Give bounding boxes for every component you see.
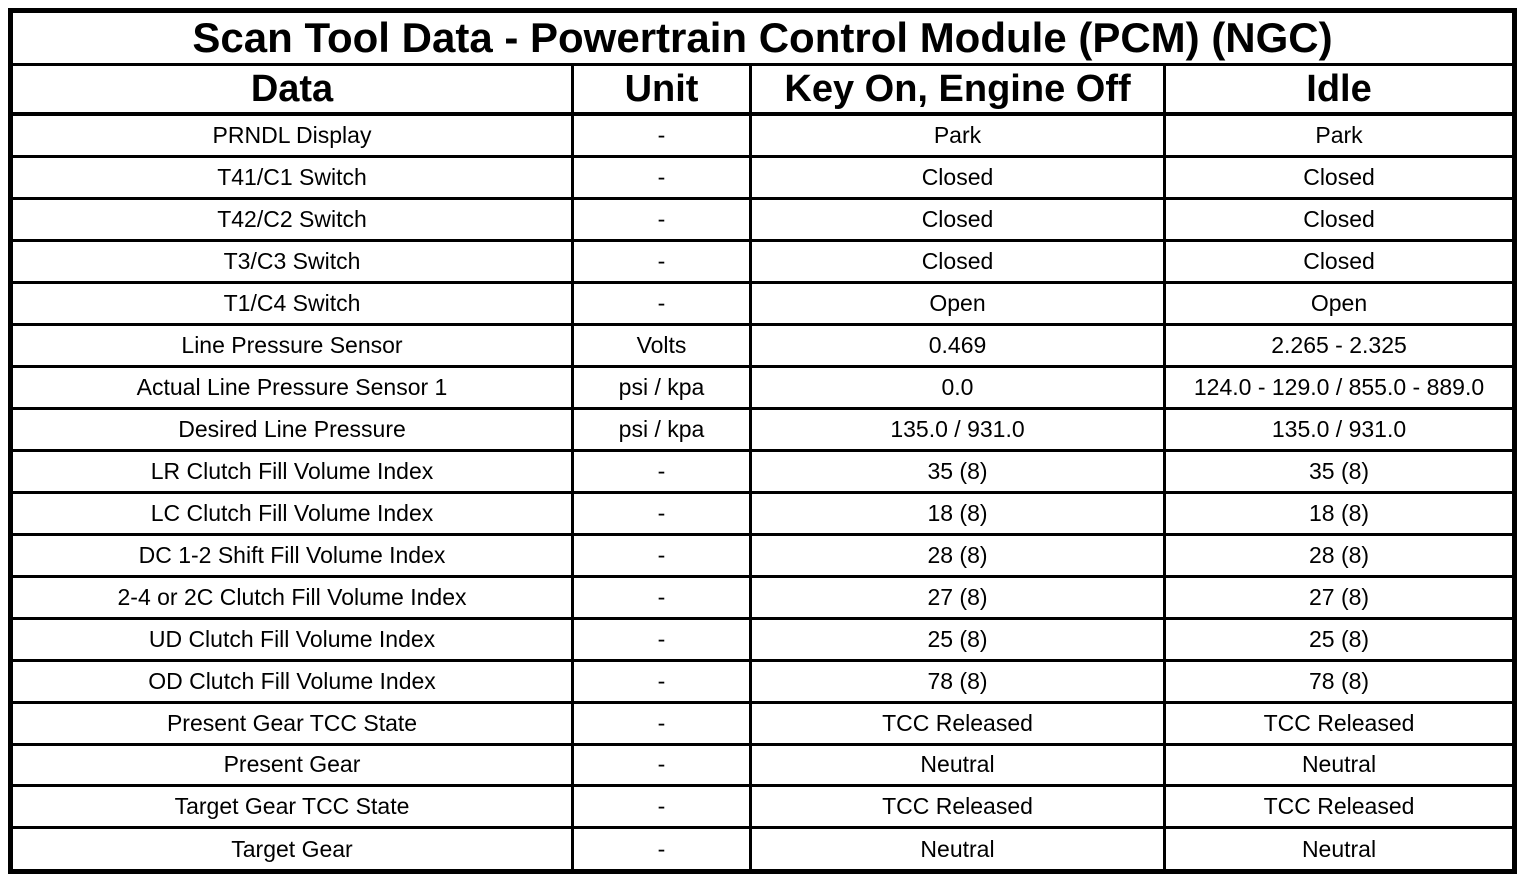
table-title: Scan Tool Data - Powertrain Control Modu… — [8, 9, 1517, 66]
cell-idle: Neutral — [1162, 742, 1517, 788]
cell-unit: - — [571, 784, 752, 830]
cell-unit: - — [571, 281, 752, 326]
table-row: OD Clutch Fill Volume Index -78 (8) 78 (8) — [9, 658, 1517, 704]
table-row: Target Gear TCC State - TCC Released TCC Re… — [9, 784, 1517, 830]
table-row: 2-4 or 2C Clutch Fill Volume Index -27 (8… — [9, 574, 1517, 620]
cell-key-on-engine-off: Neutral — [749, 742, 1166, 788]
table-row: LC Clutch Fill Volume Index -18 (8) 18 (8) — [9, 490, 1517, 536]
cell-key-on-engine-off: 25 (8) — [749, 616, 1166, 662]
cell-unit: - — [571, 197, 752, 243]
cell-unit: - — [571, 574, 752, 620]
cell-data: UD Clutch Fill Volume Index — [9, 616, 574, 662]
cell-unit: - — [571, 112, 752, 159]
cell-idle: 27 (8) — [1162, 574, 1517, 620]
cell-data: LR Clutch Fill Volume Index — [9, 448, 574, 494]
cell-key-on-engine-off: TCC Released — [749, 784, 1166, 830]
table-row: Desired Line Pressure psi / kpa 135.0 / 93… — [9, 406, 1517, 452]
cell-data: Target Gear TCC State — [9, 784, 574, 830]
column-header-unit: Unit — [571, 63, 752, 116]
table-row: Present Gear TCC State - TCC Released TCC R… — [9, 700, 1517, 746]
cell-unit: - — [571, 700, 752, 746]
cell-idle: Closed — [1162, 155, 1517, 201]
cell-key-on-engine-off: TCC Released — [749, 700, 1166, 746]
cell-unit: - — [571, 490, 752, 536]
cell-key-on-engine-off: Neutral — [749, 826, 1166, 873]
column-header-key-on-engine-off: Key On, Engine Off — [749, 63, 1166, 116]
scan-tool-data-table: Scan Tool Data - Powertrain Control Modu… — [8, 8, 1518, 874]
table-row: Line Pressure Sensor Volts 0.469 2.265 - 2.… — [9, 322, 1517, 368]
cell-data: Line Pressure Sensor — [9, 322, 574, 368]
cell-idle: 35 (8) — [1162, 448, 1517, 494]
table-title-row: Scan Tool Data - Powertrain Control Modu… — [8, 9, 1517, 66]
cell-key-on-engine-off: 35 (8) — [749, 448, 1166, 494]
cell-unit: - — [571, 155, 752, 201]
table-row: UD Clutch Fill Volume Index -25 (8) 25 (8) — [9, 616, 1517, 662]
cell-key-on-engine-off: 28 (8) — [749, 532, 1166, 578]
cell-data: DC 1-2 Shift Fill Volume Index — [9, 532, 574, 578]
cell-data: Desired Line Pressure — [9, 406, 574, 452]
table-row: DC 1-2 Shift Fill Volume Index -28 (8) 28 … — [9, 532, 1517, 578]
cell-unit: - — [571, 239, 752, 285]
cell-data: T42/C2 Switch — [9, 197, 574, 243]
cell-key-on-engine-off: Closed — [749, 239, 1166, 285]
cell-data: OD Clutch Fill Volume Index — [9, 658, 574, 704]
cell-unit: - — [571, 448, 752, 494]
cell-unit: - — [571, 532, 752, 578]
table-row: Actual Line Pressure Sensor 1 psi / kpa 0.… — [9, 364, 1517, 410]
cell-idle: Open — [1162, 281, 1517, 326]
cell-data: LC Clutch Fill Volume Index — [9, 490, 574, 536]
table-row: Target Gear - Neutral Neutral — [9, 826, 1517, 873]
cell-data: Target Gear — [9, 826, 574, 873]
table-row: Present Gear - Neutral Neutral — [9, 742, 1517, 788]
cell-idle: 25 (8) — [1162, 616, 1517, 662]
cell-data: Present Gear — [9, 742, 574, 788]
cell-unit: - — [571, 826, 752, 873]
cell-key-on-engine-off: 18 (8) — [749, 490, 1166, 536]
cell-idle: 135.0 / 931.0 — [1162, 406, 1517, 452]
cell-key-on-engine-off: Open — [749, 281, 1166, 326]
cell-idle: Closed — [1162, 239, 1517, 285]
cell-data: T41/C1 Switch — [9, 155, 574, 201]
cell-data: T1/C4 Switch — [9, 281, 574, 326]
table-header-row: Data Unit Key On, Engine Off Idle — [9, 63, 1517, 116]
cell-key-on-engine-off: 0.469 — [749, 322, 1166, 368]
table-row: T1/C4 Switch - Open Open — [9, 281, 1517, 326]
cell-idle: Neutral — [1162, 826, 1517, 873]
cell-data: Present Gear TCC State — [9, 700, 574, 746]
cell-idle: TCC Released — [1162, 700, 1517, 746]
table-row: T3/C3 Switch - Closed Closed — [9, 239, 1517, 285]
cell-data: T3/C3 Switch — [9, 239, 574, 285]
cell-unit: Volts — [571, 322, 752, 368]
cell-key-on-engine-off: Park — [749, 112, 1166, 159]
cell-data: Actual Line Pressure Sensor 1 — [9, 364, 574, 410]
cell-key-on-engine-off: 0.0 — [749, 364, 1166, 410]
cell-data: PRNDL Display — [9, 112, 574, 159]
table-row: T41/C1 Switch - Closed Closed — [9, 155, 1517, 201]
cell-idle: 2.265 - 2.325 — [1162, 322, 1517, 368]
table-row: T42/C2 Switch - Closed Closed — [9, 197, 1517, 243]
cell-key-on-engine-off: 27 (8) — [749, 574, 1166, 620]
cell-unit: psi / kpa — [571, 406, 752, 452]
cell-idle: Closed — [1162, 197, 1517, 243]
cell-unit: - — [571, 742, 752, 788]
cell-key-on-engine-off: 78 (8) — [749, 658, 1166, 704]
cell-idle: 18 (8) — [1162, 490, 1517, 536]
column-header-data: Data — [9, 63, 574, 116]
cell-key-on-engine-off: Closed — [749, 197, 1166, 243]
column-header-idle: Idle — [1162, 63, 1517, 116]
table-row: PRNDL Display - Park Park — [9, 112, 1517, 159]
cell-idle: 124.0 - 129.0 / 855.0 - 889.0 — [1162, 364, 1517, 410]
cell-idle: 78 (8) — [1162, 658, 1517, 704]
cell-idle: Park — [1162, 112, 1517, 159]
cell-idle: TCC Released — [1162, 784, 1517, 830]
cell-unit: - — [571, 616, 752, 662]
cell-idle: 28 (8) — [1162, 532, 1517, 578]
cell-key-on-engine-off: Closed — [749, 155, 1166, 201]
cell-unit: - — [571, 658, 752, 704]
cell-unit: psi / kpa — [571, 364, 752, 410]
cell-data: 2-4 or 2C Clutch Fill Volume Index — [9, 574, 574, 620]
table-row: LR Clutch Fill Volume Index -35 (8) 35 (8) — [9, 448, 1517, 494]
cell-key-on-engine-off: 135.0 / 931.0 — [749, 406, 1166, 452]
